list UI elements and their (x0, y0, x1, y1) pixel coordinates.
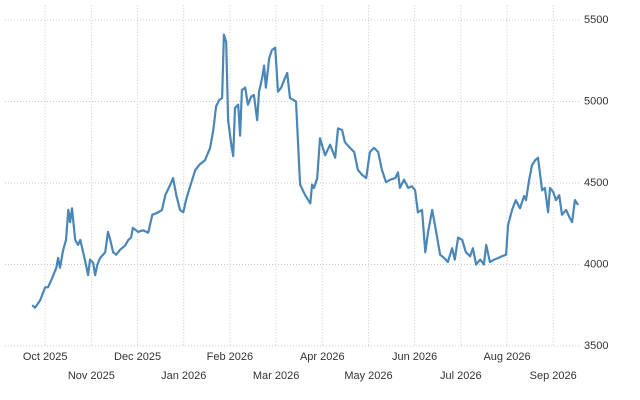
y-tick-label: 5000 (584, 95, 608, 107)
x-tick-label: Sep 2026 (530, 370, 577, 382)
x-tick-label: Jun 2026 (392, 351, 437, 363)
x-tick-label: Feb 2026 (207, 351, 253, 363)
y-tick-label: 4000 (584, 258, 608, 270)
x-tick-label: Jan 2026 (161, 370, 206, 382)
x-tick-label: Mar 2026 (253, 370, 299, 382)
x-tick-label: Nov 2025 (68, 370, 115, 382)
x-tick-label: Aug 2026 (483, 351, 530, 363)
x-tick-label: Jul 2026 (440, 370, 482, 382)
x-tick-label: May 2026 (344, 370, 392, 382)
x-tick-label: Oct 2025 (23, 351, 68, 363)
y-tick-label: 3500 (584, 340, 608, 352)
x-tick-label: Dec 2025 (114, 351, 161, 363)
x-tick-label: Apr 2026 (300, 351, 345, 363)
y-tick-label: 5500 (584, 14, 608, 26)
y-tick-label: 4500 (584, 177, 608, 189)
price-line (31, 33, 580, 309)
